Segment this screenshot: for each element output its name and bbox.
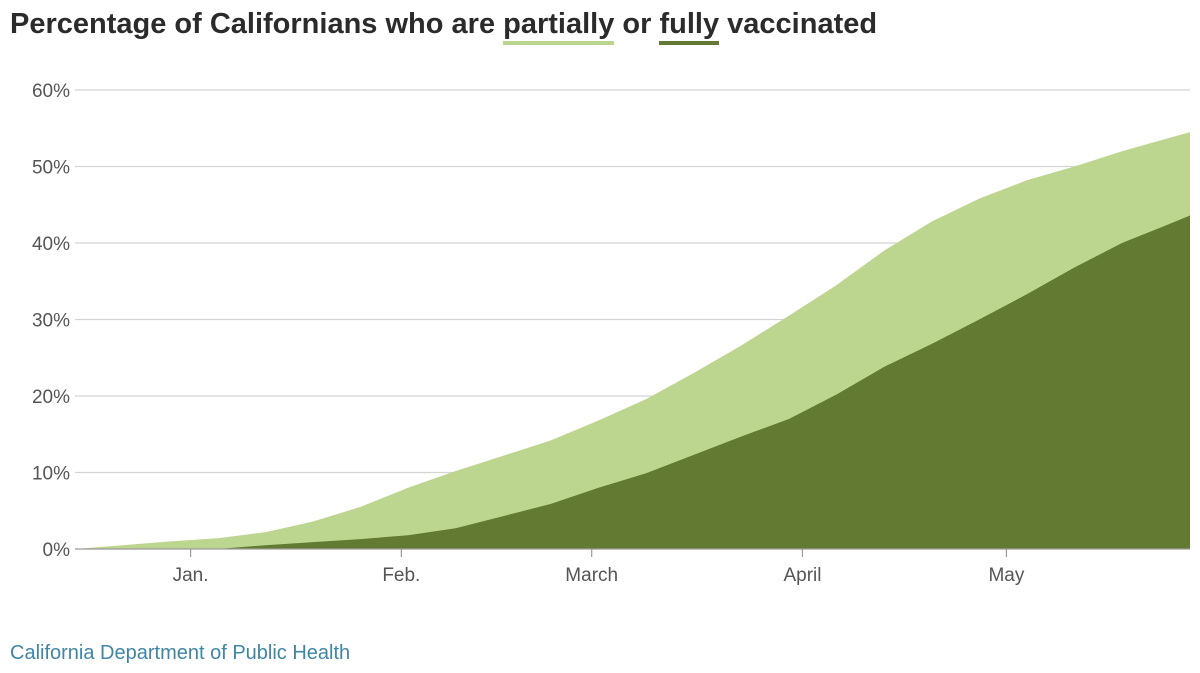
title-prefix: Percentage of Californians who are — [10, 8, 504, 40]
y-tick-label: 30% — [32, 311, 70, 332]
x-tick-label: April — [783, 565, 821, 586]
x-tick-label: Jan. — [173, 565, 209, 586]
title-full-legend: fully — [659, 8, 720, 45]
title-suffix: vaccinated — [719, 8, 878, 40]
title-middle: or — [614, 8, 660, 40]
y-tick-label: 40% — [32, 234, 70, 255]
x-tick-label: March — [565, 565, 618, 586]
title-partial-legend: partially — [503, 8, 615, 45]
y-tick-label: 20% — [32, 387, 70, 408]
x-tick-label: May — [988, 565, 1024, 586]
y-tick-label: 50% — [32, 158, 70, 179]
y-tick-label: 0% — [43, 540, 71, 561]
y-tick-label: 60% — [32, 81, 70, 102]
series-areas — [75, 132, 1190, 550]
chart-title: Percentage of Californians who are parti… — [10, 8, 878, 45]
area-full — [75, 215, 1190, 549]
y-tick-label: 10% — [32, 464, 70, 485]
source-credit: California Department of Public Health — [10, 642, 351, 664]
y-axis-labels: 0% 10% 20% 30% 40% 50% 60% — [32, 81, 70, 561]
x-axis-ticks: Jan. Feb. March April May — [173, 549, 1025, 586]
x-tick-label: Feb. — [382, 565, 420, 586]
